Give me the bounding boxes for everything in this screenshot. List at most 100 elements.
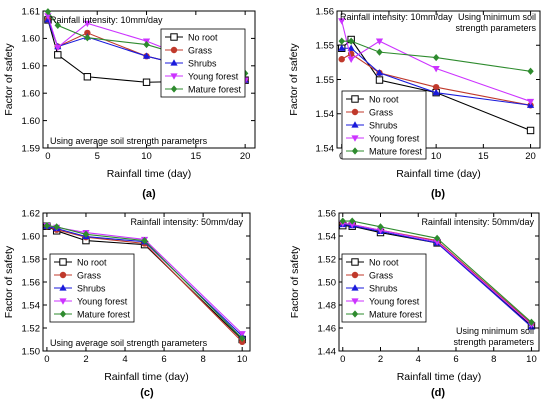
y-tick-label: 1.52	[318, 254, 337, 265]
data-point	[338, 56, 345, 63]
x-tick-label: 20	[525, 151, 536, 162]
legend-marker	[351, 95, 359, 103]
data-point	[375, 76, 384, 84]
data-point	[43, 222, 51, 230]
data-point	[44, 8, 52, 16]
chart-panel: 0 2 4 6 8 10 1.44 1.46 1.48 1.50 1.52 1.54 1.56 Rainf…	[289, 208, 540, 399]
data-point	[142, 52, 151, 59]
y-tick-label: 1.50	[22, 346, 41, 357]
legend-label: Grass	[369, 270, 394, 280]
legend-label: Grass	[369, 107, 394, 117]
y-tick-label: 1.61	[22, 6, 41, 17]
panel-caption: (b)	[431, 188, 445, 200]
legend-label: Young forest	[369, 133, 420, 143]
data-point	[338, 44, 346, 51]
legend-label: Mature forest	[77, 309, 131, 319]
x-tick-label: 6	[161, 354, 166, 365]
data-point	[141, 237, 148, 245]
legend-label: Young forest	[369, 296, 420, 306]
data-point	[54, 21, 61, 29]
legend-marker	[351, 121, 359, 128]
legend-marker	[351, 258, 359, 266]
y-tick-label: 1.60	[22, 34, 41, 45]
x-tick-label: 8	[491, 354, 496, 365]
y-tick-label: 1.54	[316, 143, 335, 154]
legend-label: No root	[369, 94, 399, 104]
data-point	[84, 34, 91, 42]
data-point	[54, 51, 62, 59]
legend-marker	[351, 108, 359, 116]
x-tick-label: 10	[526, 354, 537, 365]
y-tick-label: 1.60	[22, 116, 41, 127]
annotation: Using average soil strength parameters	[50, 136, 208, 146]
panel-caption: (a)	[142, 188, 156, 200]
plot-frame	[42, 10, 256, 149]
x-tick-label: 20	[240, 151, 251, 162]
data-point	[84, 29, 91, 37]
y-tick-label: 1.55	[316, 75, 335, 86]
data-point	[433, 234, 441, 242]
annotation: Rainfall intensity: 50mm/day	[421, 217, 534, 227]
data-point	[347, 56, 355, 64]
legend-marker	[351, 310, 359, 318]
x-tick-label: 4	[122, 354, 127, 365]
legend-label: Mature forest	[188, 84, 242, 94]
data-point	[528, 318, 535, 326]
legend-label: Young forest	[77, 296, 128, 306]
legend-label: No root	[77, 257, 107, 267]
legend-label: Shrubs	[77, 283, 106, 293]
legend-label: Young forest	[188, 71, 239, 81]
legend-marker	[59, 310, 67, 318]
data-point	[376, 48, 383, 56]
x-tick-label: 10	[237, 354, 248, 365]
x-axis-label: Rainfall time (day)	[107, 168, 192, 180]
annotation: Using minimum soil	[458, 12, 536, 22]
x-tick-label: 15	[191, 151, 202, 162]
y-tick-label: 1.46	[318, 323, 337, 334]
data-point	[347, 37, 355, 45]
data-point	[238, 331, 246, 338]
legend-marker	[351, 298, 359, 305]
x-axis-label: Rainfall time (day)	[397, 371, 482, 383]
data-point	[376, 227, 385, 235]
legend-marker	[351, 147, 359, 155]
data-point	[432, 83, 440, 91]
legend-label: Grass	[188, 45, 213, 55]
data-point	[526, 98, 535, 106]
x-axis-label: Rainfall time (day)	[396, 168, 481, 180]
legend-label: Mature forest	[369, 309, 423, 319]
x-tick-label: 8	[200, 354, 205, 365]
annotation: Rainfall intensity: 10mm/day	[50, 15, 163, 25]
data-point	[375, 69, 384, 76]
data-point	[526, 126, 535, 135]
y-axis-label: Factor of safety	[3, 245, 15, 318]
x-axis-label: Rainfall time (day)	[104, 371, 189, 383]
data-point	[54, 44, 62, 52]
legend-label: Mature forest	[369, 146, 423, 156]
annotation: Using minimum soil	[456, 326, 534, 336]
legend-marker	[170, 85, 178, 93]
data-point	[377, 223, 384, 231]
y-tick-label: 1.58	[22, 254, 41, 265]
legend-marker	[59, 284, 67, 291]
annotation: Rainfall intensity: 50mm/day	[130, 217, 243, 227]
chart-panel: 0 5 10 15 20 1.59 1.60 1.60 1.60 1.60 1.61 Rainfall…	[3, 6, 256, 200]
legend-marker	[170, 73, 178, 80]
data-point	[349, 217, 356, 225]
legend-marker	[351, 284, 359, 291]
legend-marker	[59, 258, 67, 266]
y-tick-label: 1.59	[22, 143, 41, 154]
y-tick-label: 1.54	[22, 300, 41, 311]
data-point	[432, 65, 440, 73]
panel-caption: (d)	[431, 387, 445, 399]
panel-caption: (c)	[140, 387, 154, 399]
y-tick-label: 1.56	[22, 277, 41, 288]
x-tick-label: 15	[478, 151, 489, 162]
legend-marker	[59, 298, 67, 305]
data-point	[527, 67, 534, 75]
y-tick-label: 1.55	[316, 41, 335, 52]
y-tick-label: 1.60	[22, 61, 41, 72]
data-point	[142, 78, 151, 86]
legend-marker	[351, 135, 359, 142]
x-tick-label: 2	[83, 354, 88, 365]
